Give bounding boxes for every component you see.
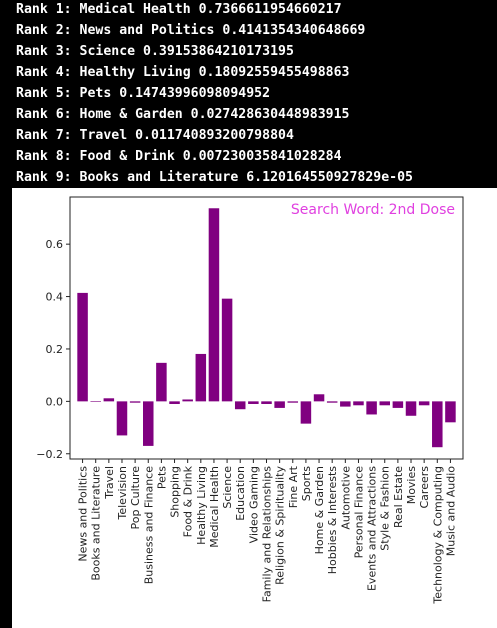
rank-line-5: Rank 5: Pets 0.14743996098094952 (16, 86, 271, 101)
bar (77, 292, 88, 402)
bar (195, 353, 207, 402)
x-tick-label: Business and Finance (142, 466, 155, 585)
rank-line-1: Rank 1: Medical Health 0.736661195466021… (16, 2, 342, 17)
bar (103, 398, 115, 402)
x-axis-labels: News and Politics Books and Literature Tra… (77, 459, 457, 605)
bar (366, 401, 377, 415)
bar (392, 401, 404, 408)
x-tick-label: Video Gaming (247, 466, 260, 543)
rank-line-9: Rank 9: Books and Literature 6.120164550… (16, 170, 413, 185)
bar (143, 401, 154, 446)
x-tick-label: Hobbies & Interests (326, 466, 339, 574)
bar (379, 401, 390, 406)
x-tick-label: News and Politics (77, 466, 90, 562)
plot-frame (69, 196, 464, 460)
x-tick-label: Technology & Computing (431, 466, 444, 605)
bar (234, 401, 246, 410)
x-tick-label: Pets (155, 466, 168, 489)
x-tick-label: Music and Audio (444, 466, 457, 557)
x-tick-label: Science (221, 466, 234, 509)
bar (208, 208, 220, 402)
bar (287, 401, 299, 403)
x-tick-label: Family and Relationships (261, 466, 274, 603)
console-output: Rank 1: Medical Health 0.736661195466021… (0, 0, 497, 190)
bar (300, 401, 312, 424)
bar (221, 298, 233, 402)
bar (313, 394, 325, 402)
y-tick-label: −0.2 (36, 448, 63, 461)
x-tick-label: Sports (300, 466, 313, 502)
bar (418, 401, 430, 406)
x-tick-label: Movies (405, 466, 418, 505)
bar (129, 401, 141, 403)
x-tick-label: Medical Health (208, 466, 221, 548)
bar (116, 401, 128, 436)
x-tick-label: Shopping (169, 466, 182, 518)
x-tick-label: Real Estate (392, 466, 405, 528)
bar (405, 401, 417, 416)
x-tick-label: Fine Art (287, 465, 300, 508)
bar (432, 401, 443, 448)
y-tick-label: 0.6 (46, 238, 64, 251)
rank-line-6: Rank 6: Home & Garden 0.0274286304489839… (16, 107, 350, 122)
bar (182, 399, 193, 402)
x-tick-label: Television (116, 466, 129, 521)
x-tick-label: Home & Garden (313, 466, 326, 554)
x-tick-label: Pop Culture (129, 466, 142, 530)
y-tick-label: 0.4 (46, 291, 64, 304)
bars (77, 208, 456, 448)
x-tick-label: Healthy Living (195, 466, 208, 545)
rank-line-7: Rank 7: Travel 0.011740893200798804 (16, 128, 294, 143)
x-tick-label: Careers (418, 466, 431, 509)
y-tick-label: 0.2 (46, 343, 64, 356)
bar-chart: −0.2 0.0 0.2 0.4 0.6 News and Politics Books … (36, 196, 464, 605)
bar (340, 401, 351, 407)
bar (326, 401, 338, 403)
x-tick-label: Education (234, 466, 247, 521)
x-tick-label: Automotive (339, 466, 352, 530)
x-tick-label: Personal Finance (352, 466, 365, 559)
bar (156, 362, 167, 402)
x-tick-label: Religion & Spirituality (274, 466, 287, 585)
y-tick-label: 0.0 (46, 395, 64, 408)
rank-line-4: Rank 4: Healthy Living 0.180925594554988… (16, 65, 350, 80)
search-word-annotation: Search Word: 2nd Dose (291, 202, 455, 218)
rank-line-3: Rank 3: Science 0.39153864210173195 (16, 44, 294, 59)
chart-figure: −0.2 0.0 0.2 0.4 0.6 News and Politics Books … (12, 188, 497, 628)
bar (169, 401, 180, 404)
bar (261, 401, 272, 404)
bar (274, 401, 285, 408)
x-tick-label: Books and Literature (90, 466, 103, 581)
x-tick-label: Style & Fashion (379, 466, 392, 551)
x-tick-label: Food & Drink (182, 465, 195, 537)
bar (353, 401, 364, 406)
bar (90, 401, 101, 402)
x-tick-label: Travel (103, 466, 116, 500)
rank-line-2: Rank 2: News and Politics 0.414135434064… (16, 23, 366, 38)
x-tick-label: Events and Attractions (366, 466, 379, 591)
rank-line-8: Rank 8: Food & Drink 0.00723003584102828… (16, 149, 342, 164)
bar (445, 401, 456, 423)
bar (248, 401, 259, 404)
y-axis-ticks: −0.2 0.0 0.2 0.4 0.6 (36, 238, 70, 461)
